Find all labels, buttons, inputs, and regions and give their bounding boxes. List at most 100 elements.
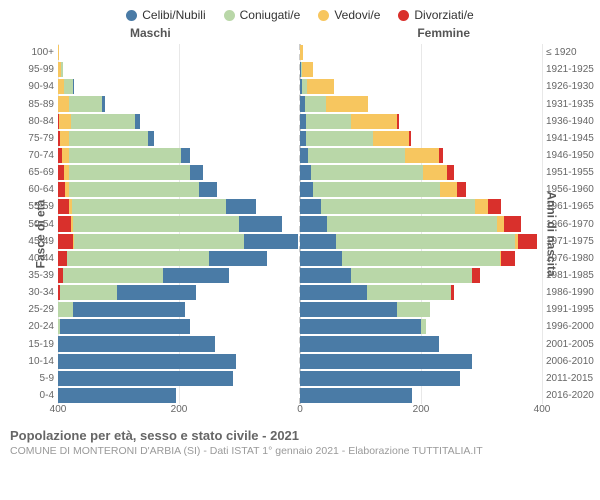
bar-segment-cel	[73, 302, 185, 317]
bar-segment-cel	[226, 199, 256, 214]
bar-segment-con	[61, 62, 63, 77]
legend-label: Celibi/Nubili	[142, 8, 205, 22]
pyramid-row: 100+≤ 1920	[58, 44, 542, 61]
birth-year-label: 1926-1930	[546, 81, 600, 92]
male-bar	[58, 62, 300, 77]
bar-segment-div	[58, 216, 71, 231]
male-bar	[58, 199, 300, 214]
male-header: Maschi	[130, 26, 171, 40]
bar-segment-ved	[497, 216, 504, 231]
bar-segment-ved	[326, 96, 368, 111]
male-bar	[58, 371, 300, 386]
female-bar	[300, 371, 542, 386]
birth-year-label: ≤ 1920	[546, 47, 600, 58]
male-bar	[58, 336, 300, 351]
bar-segment-con	[58, 302, 73, 317]
bar-segment-cel	[300, 319, 421, 334]
bar-segment-ved	[423, 165, 447, 180]
x-tick-label: 200	[413, 404, 430, 415]
bar-segment-cel	[163, 268, 230, 283]
female-bar	[300, 62, 542, 77]
male-bar	[58, 114, 300, 129]
bar-segment-ved	[475, 199, 487, 214]
pyramid-row: 20-241996-2000	[58, 318, 542, 335]
bar-segment-cel	[58, 371, 233, 386]
bar-segment-cel	[190, 165, 203, 180]
pyramid-row: 10-142006-2010	[58, 353, 542, 370]
bar-segment-cel	[181, 148, 190, 163]
bar-segment-div	[504, 216, 521, 231]
bar-segment-ved	[302, 62, 313, 77]
male-bar	[58, 148, 300, 163]
legend-swatch	[224, 10, 235, 21]
age-label: 45-49	[20, 236, 54, 247]
birth-year-label: 1991-1995	[546, 304, 600, 315]
bar-segment-div	[397, 114, 399, 129]
bar-segment-cel	[60, 319, 190, 334]
age-label: 0-4	[20, 390, 54, 401]
bar-segment-con	[327, 216, 496, 231]
age-label: 85-89	[20, 99, 54, 110]
bar-segment-cel	[300, 285, 367, 300]
pyramid-row: 95-991921-1925	[58, 61, 542, 78]
birth-year-label: 1971-1975	[546, 236, 600, 247]
bar-segment-cel	[199, 182, 217, 197]
birth-year-label: 2001-2005	[546, 339, 600, 350]
male-bar	[58, 251, 300, 266]
bar-segment-con	[351, 268, 472, 283]
female-bar	[300, 182, 542, 197]
bar-segment-cel	[300, 165, 311, 180]
bar-segment-ved	[307, 79, 334, 94]
female-bar	[300, 131, 542, 146]
birth-year-label: 1966-1970	[546, 219, 600, 230]
bar-segment-cel	[209, 251, 266, 266]
bar-segment-con	[305, 96, 326, 111]
age-label: 50-54	[20, 219, 54, 230]
birth-year-label: 1946-1950	[546, 150, 600, 161]
pyramid-row: 50-541966-1970	[58, 215, 542, 232]
male-bar	[58, 216, 300, 231]
male-bar	[58, 165, 300, 180]
age-label: 55-59	[20, 201, 54, 212]
bar-segment-con	[367, 285, 452, 300]
bar-segment-con	[306, 131, 373, 146]
bar-segment-con	[63, 268, 163, 283]
female-bar	[300, 268, 542, 283]
bar-segment-div	[447, 165, 454, 180]
bar-segment-cel	[300, 371, 460, 386]
age-label: 100+	[20, 47, 54, 58]
female-bar	[300, 45, 542, 60]
bar-segment-cel	[300, 182, 313, 197]
bar-segment-con	[69, 96, 102, 111]
female-bar	[300, 319, 542, 334]
bar-segment-cel	[300, 354, 472, 369]
age-label: 65-69	[20, 167, 54, 178]
female-bar	[300, 251, 542, 266]
male-bar	[58, 131, 300, 146]
bar-segment-div	[58, 182, 65, 197]
bar-segment-cel	[300, 388, 412, 403]
bar-segment-ved	[59, 114, 71, 129]
bar-segment-div	[488, 199, 501, 214]
bar-segment-con	[342, 251, 499, 266]
birth-year-label: 1941-1945	[546, 133, 600, 144]
bar-segment-con	[69, 165, 190, 180]
bar-segment-cel	[102, 96, 105, 111]
female-header: Femmine	[417, 26, 470, 40]
bar-segment-div	[451, 285, 454, 300]
legend-item: Coniugati/e	[224, 8, 301, 22]
age-label: 70-74	[20, 150, 54, 161]
age-label: 40-44	[20, 253, 54, 264]
bar-segment-cel	[300, 302, 397, 317]
bar-segment-con	[69, 148, 181, 163]
female-bar	[300, 336, 542, 351]
bar-segment-con	[308, 148, 405, 163]
bar-segment-cel	[300, 234, 336, 249]
female-bar	[300, 302, 542, 317]
birth-year-label: 1986-1990	[546, 287, 600, 298]
legend-item: Divorziati/e	[398, 8, 473, 22]
x-tick-label: 400	[534, 404, 551, 415]
x-tick-label: 400	[50, 404, 67, 415]
male-bar	[58, 302, 300, 317]
legend-label: Divorziati/e	[414, 8, 473, 22]
